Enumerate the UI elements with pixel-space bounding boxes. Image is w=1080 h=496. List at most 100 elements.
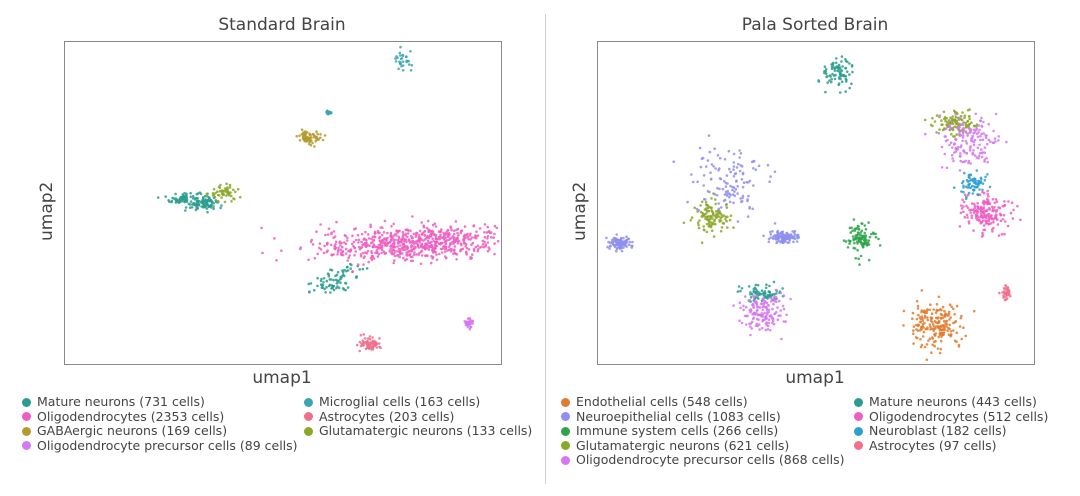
data-point: [986, 192, 989, 196]
data-point: [773, 295, 776, 298]
data-point: [728, 195, 731, 199]
data-point: [935, 308, 938, 312]
data-point: [319, 133, 322, 136]
data-point: [753, 300, 756, 303]
data-point: [792, 240, 795, 244]
data-point: [711, 214, 715, 217]
data-point: [453, 229, 456, 232]
data-point: [301, 135, 305, 139]
data-point: [955, 122, 959, 126]
data-point: [764, 286, 768, 290]
data-point: [322, 251, 326, 255]
data-point: [196, 206, 200, 210]
data-point: [472, 224, 476, 228]
data-point: [372, 243, 376, 246]
data-point: [709, 171, 712, 174]
data-point: [710, 229, 714, 232]
data-point: [419, 245, 423, 249]
data-point: [857, 225, 860, 228]
data-point: [370, 241, 373, 245]
data-point: [232, 188, 235, 192]
data-point: [852, 218, 856, 221]
data-point: [345, 266, 349, 269]
data-point: [189, 200, 193, 203]
data-point: [912, 325, 916, 328]
y-axis-label: umap2: [570, 181, 590, 241]
data-point: [450, 248, 454, 251]
data-point: [379, 240, 383, 243]
data-point: [386, 231, 389, 235]
data-point: [275, 259, 278, 262]
data-point: [327, 227, 331, 230]
data-point: [752, 295, 756, 299]
legend-item: Mature neurons (731 cells): [22, 394, 205, 410]
data-point: [936, 321, 940, 325]
data-point: [930, 351, 933, 355]
data-point: [851, 70, 854, 74]
data-point: [422, 224, 426, 227]
data-point: [973, 138, 977, 142]
data-point: [774, 288, 778, 292]
data-point: [833, 77, 837, 81]
data-point: [446, 249, 449, 252]
data-point: [488, 231, 492, 235]
data-point: [207, 196, 211, 199]
data-point: [325, 250, 329, 254]
data-point: [954, 115, 958, 119]
data-point: [949, 116, 952, 120]
data-point: [737, 162, 740, 166]
data-point: [706, 217, 709, 221]
data-point: [378, 246, 382, 250]
data-point: [174, 198, 177, 201]
data-point: [442, 231, 445, 235]
data-point: [912, 332, 915, 336]
data-point: [968, 117, 971, 121]
data-point: [963, 116, 966, 120]
data-point: [405, 257, 409, 261]
data-point: [431, 248, 434, 251]
data-point: [963, 193, 967, 197]
data-point: [452, 252, 455, 255]
data-point: [200, 201, 204, 205]
data-point: [346, 286, 350, 289]
data-point: [757, 164, 761, 168]
data-point: [933, 120, 937, 123]
data-point: [975, 125, 978, 128]
data-point: [308, 291, 311, 294]
data-point: [725, 202, 728, 206]
data-point: [854, 257, 857, 260]
data-point: [324, 291, 327, 294]
data-point: [964, 334, 967, 338]
data-point: [960, 314, 963, 318]
data-point: [850, 64, 854, 67]
data-point: [412, 247, 416, 250]
data-point: [373, 339, 376, 343]
data-point: [989, 140, 992, 143]
data-point: [340, 252, 343, 256]
data-point: [824, 67, 828, 71]
series-6: [463, 317, 475, 331]
data-point: [747, 285, 751, 288]
data-point: [329, 291, 332, 294]
data-point: [716, 186, 719, 190]
data-point: [713, 218, 717, 222]
data-point: [749, 308, 753, 311]
data-point: [335, 286, 338, 290]
data-point: [380, 233, 384, 237]
chart-title: Standard Brain: [218, 15, 346, 35]
data-point: [726, 182, 729, 185]
data-point: [848, 242, 851, 245]
data-point: [950, 153, 954, 157]
data-point: [864, 240, 867, 244]
data-point: [940, 335, 943, 338]
data-point: [406, 232, 410, 235]
data-point: [983, 146, 987, 149]
data-point: [791, 236, 794, 240]
scatter-plot: [605, 55, 1022, 362]
series-0: [156, 191, 369, 294]
data-point: [223, 200, 227, 204]
data-point: [775, 233, 779, 237]
data-point: [972, 211, 976, 214]
data-point: [878, 244, 882, 247]
data-point: [702, 184, 705, 187]
